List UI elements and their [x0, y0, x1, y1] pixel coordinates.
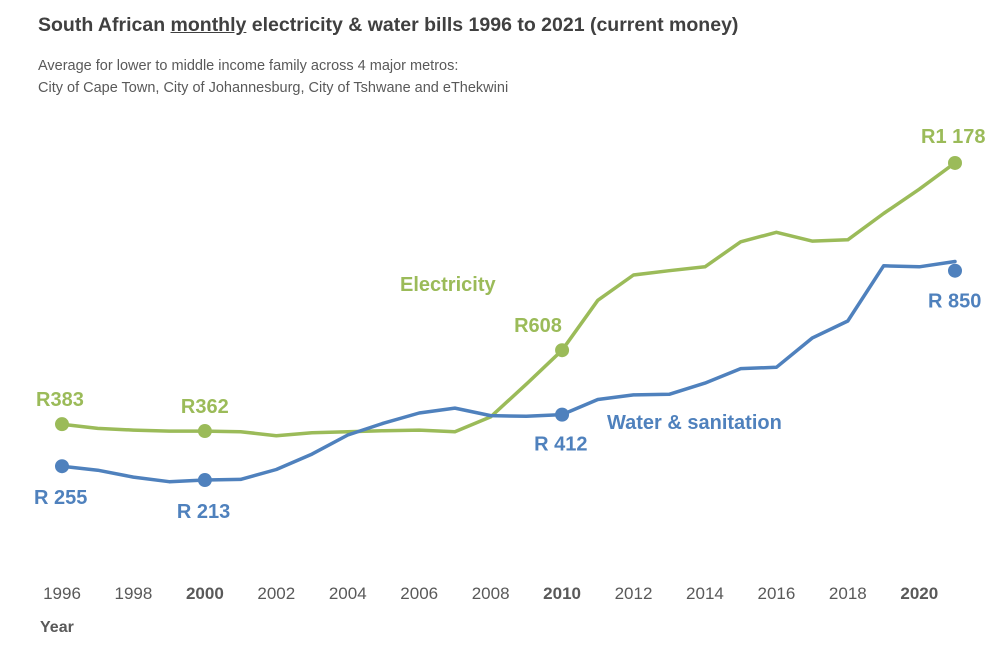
title-pre: South African [38, 14, 171, 36]
data-point-1-0 [55, 459, 69, 474]
x-tick-label: 2006 [400, 584, 438, 603]
series-lines [60, 161, 957, 484]
data-point-0-2 [555, 343, 570, 358]
data-label-0-3: R1 178 [921, 126, 986, 148]
series-line-0 [60, 161, 957, 438]
data-point-1-2 [555, 407, 570, 422]
x-tick-label: 2018 [829, 584, 867, 603]
title-post: electricity & water bills 1996 to 2021 (… [246, 14, 739, 36]
series-name-label-1: Water & sanitation [607, 412, 782, 434]
data-point-1-1 [197, 473, 212, 488]
data-label-1-3: R 850 [928, 291, 981, 313]
data-point-0-1 [197, 424, 212, 439]
x-tick-label: 2014 [686, 584, 724, 603]
x-tick-label: 1996 [43, 584, 81, 603]
series-name-label-0: Electricity [400, 274, 496, 296]
x-tick-label: 1998 [115, 584, 153, 603]
x-tick-label: 2012 [615, 584, 653, 603]
data-label-0-2: R608 [514, 315, 562, 337]
chart-subtitle-line2: City of Cape Town, City of Johannesburg,… [38, 80, 509, 96]
data-label-1-2: R 412 [534, 434, 587, 456]
x-axis-ticks: 1996 1998 2000 2002 2004 2006 2008 2010 2012 2014… [43, 584, 938, 603]
x-tick-label: 2008 [472, 584, 510, 603]
chart-subtitle-line1: Average for lower to middle income famil… [38, 58, 459, 74]
x-tick-label: 2002 [257, 584, 295, 603]
data-label-1-0: R 255 [34, 487, 87, 509]
chart-title: South African monthly electricity & wate… [38, 14, 738, 37]
x-tick-label: 2000 [186, 584, 224, 603]
series-line-1 [60, 259, 957, 484]
x-tick-label: 2016 [757, 584, 795, 603]
data-label-1-1: R 213 [177, 501, 230, 523]
data-point-0-0 [55, 417, 69, 432]
title-underlined: monthly [170, 14, 247, 36]
data-point-1-3 [948, 263, 962, 278]
x-tick-label: 2010 [543, 584, 581, 603]
data-point-0-3 [948, 155, 962, 170]
data-labels: R383 R362 R608 R1 178 R 255 R 213 R 412 R 850 El… [34, 126, 986, 523]
x-tick-label: 2004 [329, 584, 367, 603]
data-label-0-1: R362 [181, 396, 229, 418]
x-axis-title: Year [40, 619, 74, 636]
x-tick-label: 2020 [900, 584, 938, 603]
series-markers [55, 155, 962, 488]
data-label-0-0: R383 [36, 389, 84, 411]
